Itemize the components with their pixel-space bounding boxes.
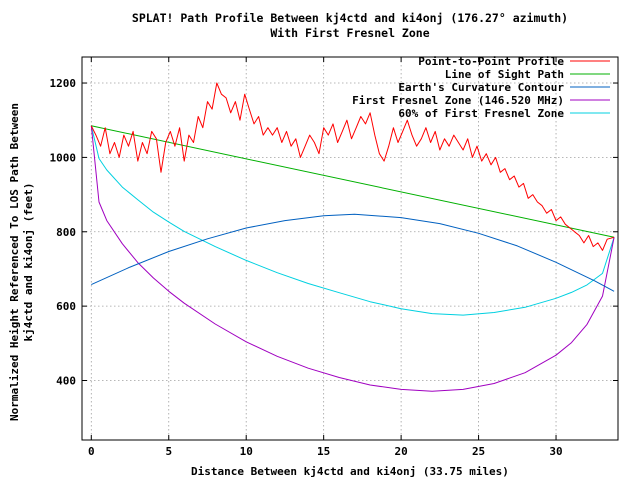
legend-label: First Fresnel Zone (146.520 MHz) xyxy=(352,94,564,107)
x-tick-label: 20 xyxy=(394,445,407,458)
y-tick-label: 600 xyxy=(56,300,76,313)
y-tick-label: 1000 xyxy=(50,151,77,164)
x-tick-label: 0 xyxy=(88,445,95,458)
y-axis-label-line2: kj4ctd and ki4onj (feet) xyxy=(22,183,35,342)
earth-curvature-line xyxy=(91,213,615,292)
axis-ticks: 0 5 10 15 20 25 30 400 600 800 1000 1200 xyxy=(50,57,618,458)
y-tick-label: 800 xyxy=(56,226,76,239)
fresnel-zone-line xyxy=(90,125,615,392)
line-of-sight-line xyxy=(91,125,615,238)
chart-title: SPLAT! Path Profile Between kj4ctd and k… xyxy=(132,11,568,25)
profile-line xyxy=(90,82,615,251)
legend-label: Line of Sight Path xyxy=(445,68,564,81)
x-axis-label: Distance Between kj4ctd and ki4onj (33.7… xyxy=(191,465,509,478)
y-tick-label: 1200 xyxy=(50,77,77,90)
legend-label: 60% of First Fresnel Zone xyxy=(398,107,564,120)
x-tick-label: 25 xyxy=(472,445,485,458)
chart-subtitle: With First Fresnel Zone xyxy=(270,26,429,40)
y-tick-label: 400 xyxy=(56,375,76,388)
x-tick-label: 5 xyxy=(165,445,172,458)
series-lines xyxy=(90,82,615,392)
x-tick-label: 15 xyxy=(317,445,330,458)
y-axis-label-line1: Normalized Height Referenced To LOS Path… xyxy=(8,103,21,421)
x-tick-label: 30 xyxy=(549,445,562,458)
plot-border xyxy=(81,56,619,441)
x-tick-label: 10 xyxy=(240,445,253,458)
legend-label: Point-to-Point Profile xyxy=(418,55,564,68)
fresnel-60-line xyxy=(90,125,615,316)
legend-label: Earth's Curvature Contour xyxy=(398,81,564,94)
